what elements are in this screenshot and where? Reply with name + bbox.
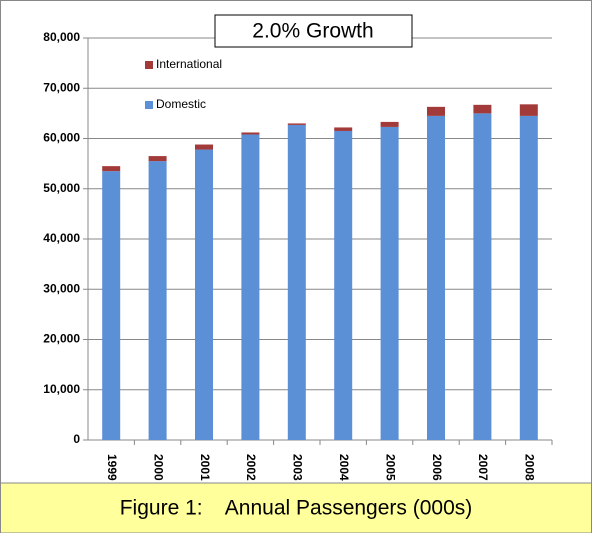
- x-tick-label: 2004: [337, 454, 351, 481]
- y-tick-label: 30,000: [43, 281, 80, 295]
- y-tick-label: 0: [73, 432, 80, 446]
- caption-box: [0, 482, 592, 533]
- bar-segment: [473, 113, 492, 440]
- bar-segment: [519, 115, 538, 440]
- x-tick-label: 2008: [523, 454, 537, 481]
- bar-segment: [334, 127, 353, 131]
- bar-segment: [519, 104, 538, 116]
- bar-segment: [427, 106, 445, 116]
- x-tick-label: 1999: [105, 454, 119, 481]
- y-tick-label: 60,000: [43, 131, 80, 145]
- bar-segment: [427, 115, 445, 440]
- x-tick-label: 2001: [198, 454, 212, 481]
- bar-segment: [102, 171, 121, 440]
- legend-label: Domestic: [156, 97, 206, 111]
- y-tick-label: 40,000: [43, 231, 80, 245]
- bar-segment: [287, 124, 306, 441]
- chart-title: 2.0% Growth: [252, 20, 373, 43]
- bar-segment: [148, 161, 167, 441]
- legend-swatch: [145, 101, 153, 109]
- bar-segment: [241, 132, 260, 135]
- caption: Figure 1: Annual Passengers (000s): [120, 497, 473, 520]
- y-tick-label: 20,000: [43, 332, 80, 346]
- legend-swatch: [145, 61, 153, 69]
- x-tick-label: 2005: [383, 454, 397, 481]
- bar-segment: [334, 130, 353, 440]
- y-tick-label: 10,000: [43, 382, 80, 396]
- bar-segment: [195, 144, 213, 150]
- x-labels: 1999 2000 2001 2002 2003 2004 2005 2006 2007 2008: [105, 454, 537, 481]
- bar-segment: [195, 149, 213, 440]
- bar-segment: [473, 104, 492, 114]
- y-tick-label: 80,000: [43, 30, 80, 44]
- legend-label: International: [156, 57, 222, 71]
- bar-segment: [148, 156, 167, 162]
- y-tick-label: 50,000: [43, 181, 80, 195]
- x-tick-label: 2006: [430, 454, 444, 481]
- title-box: [214, 14, 413, 48]
- x-tick-label: 2003: [291, 454, 305, 481]
- bar-segment: [380, 126, 399, 440]
- bar-segment: [380, 121, 399, 127]
- x-tick-label: 2007: [476, 454, 490, 481]
- bar-segment: [287, 123, 306, 125]
- bar-segment: [241, 134, 260, 441]
- y-tick-label: 70,000: [43, 80, 80, 94]
- x-tick-label: 2000: [151, 454, 165, 481]
- bar-segment: [102, 166, 121, 172]
- x-tick-label: 2002: [244, 454, 258, 481]
